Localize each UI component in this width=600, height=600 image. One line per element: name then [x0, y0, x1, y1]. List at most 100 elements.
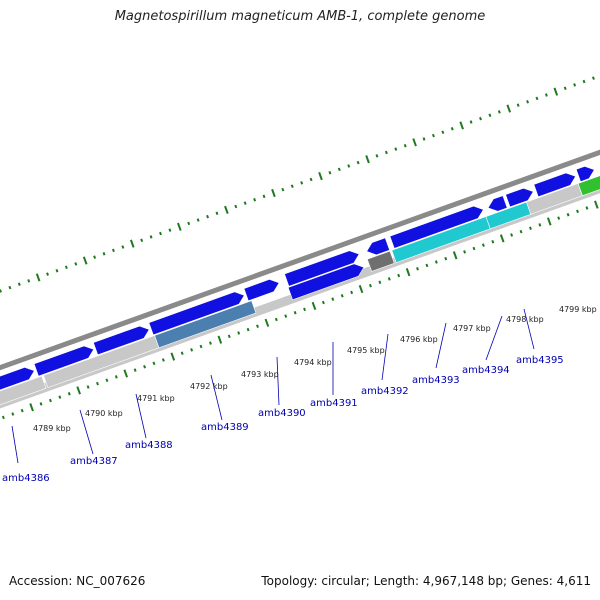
inner-tick	[143, 364, 147, 369]
gene-feature	[577, 175, 600, 197]
kbp-scale-label: 4789 kbp	[33, 424, 71, 433]
outer-tick	[262, 194, 266, 199]
inner-tick	[227, 334, 231, 339]
inner-tick	[264, 318, 270, 327]
outer-tick	[488, 113, 492, 118]
outer-tick	[384, 150, 388, 155]
outer-tick	[271, 188, 276, 198]
outer-tick	[422, 137, 426, 141]
backbone-line	[0, 149, 600, 371]
inner-tick	[452, 251, 458, 260]
outer-tick	[17, 282, 21, 286]
inner-tick	[152, 361, 156, 366]
inner-tick	[529, 226, 532, 230]
outer-tick	[55, 268, 59, 273]
inner-tick	[76, 386, 81, 395]
kbp-scale-label: 4798 kbp	[506, 315, 544, 324]
gene-feature	[575, 165, 595, 182]
gene-label: amb4390	[258, 408, 306, 419]
gene-feature	[33, 345, 95, 377]
inner-tick	[463, 250, 467, 254]
kbp-scale-label: 4794 kbp	[294, 358, 332, 367]
inner-tick	[256, 324, 259, 328]
gene-label: amb4392	[361, 386, 409, 397]
inner-tick	[1, 415, 5, 420]
inner-tick	[481, 243, 485, 247]
gene-leader-line	[210, 374, 223, 421]
gene-leader-line	[523, 308, 535, 350]
outer-tick	[74, 262, 78, 266]
inner-tick	[444, 256, 448, 261]
inner-tick	[170, 352, 176, 361]
inner-tick	[217, 335, 223, 344]
genome-summary-text: Topology: circular; Length: 4,967,148 bp…	[261, 574, 591, 588]
inner-tick	[161, 358, 165, 362]
inner-tick	[538, 223, 542, 227]
gene-leader-line	[276, 356, 280, 406]
inner-tick	[594, 200, 599, 209]
gene-feature	[284, 250, 360, 287]
gene-feature	[93, 325, 150, 356]
gene-label: amb4386	[2, 473, 50, 484]
inner-tick	[86, 385, 90, 389]
inner-tick	[387, 277, 391, 281]
inner-tick	[48, 398, 52, 403]
inner-tick	[311, 301, 317, 311]
inner-tick	[11, 412, 15, 416]
inner-tick	[303, 307, 307, 312]
gene-feature	[0, 375, 47, 406]
outer-tick	[506, 104, 512, 113]
inner-tick	[246, 327, 250, 332]
gene-leader-line	[135, 393, 147, 439]
outer-tick	[82, 256, 88, 265]
inner-tick	[397, 273, 401, 278]
outer-tick	[459, 121, 464, 130]
gene-feature	[533, 172, 577, 198]
outer-tick	[431, 133, 435, 138]
gene-leader-line	[485, 315, 503, 361]
outer-tick	[129, 239, 135, 248]
outer-tick	[300, 181, 304, 185]
outer-tick	[159, 231, 162, 236]
inner-tick	[368, 283, 372, 288]
outer-tick	[224, 205, 229, 214]
inner-tick	[237, 331, 241, 335]
kbp-scale-label: 4795 kbp	[347, 346, 385, 355]
inner-tick	[284, 314, 288, 318]
outer-tick	[412, 138, 417, 147]
gene-feature	[148, 291, 245, 336]
outer-tick	[356, 160, 360, 165]
kbp-scale-label: 4796 kbp	[400, 335, 438, 344]
outer-tick	[215, 211, 219, 216]
inner-tick	[405, 268, 411, 277]
gene-feature	[287, 263, 365, 301]
inner-tick	[491, 240, 495, 244]
outer-tick-ring	[0, 76, 595, 293]
inner-tick	[519, 229, 523, 234]
gene-label: amb4393	[412, 375, 460, 386]
inner-tick	[425, 263, 429, 268]
inner-tick	[274, 317, 278, 322]
inner-tick	[105, 378, 109, 383]
inner-tick	[557, 216, 561, 220]
gene-label: amb4391	[310, 398, 358, 409]
outer-tick	[535, 96, 539, 101]
outer-tick	[563, 86, 567, 91]
outer-tick	[375, 154, 379, 158]
outer-tick	[479, 116, 482, 121]
outer-tick	[121, 245, 125, 249]
inner-tick-ring	[1, 200, 599, 420]
kbp-scale-label: 4791 kbp	[137, 394, 175, 403]
outer-tick	[253, 198, 257, 202]
outer-tick	[441, 130, 445, 134]
inner-tick	[350, 290, 354, 295]
outer-tick	[111, 248, 115, 253]
outer-tick	[365, 155, 370, 164]
outer-tick	[469, 120, 473, 124]
outer-tick	[234, 204, 238, 209]
outer-tick	[168, 228, 172, 232]
kbp-scale-label: 4790 kbp	[85, 409, 123, 418]
outer-tick	[328, 170, 332, 175]
inner-tick	[123, 369, 129, 378]
